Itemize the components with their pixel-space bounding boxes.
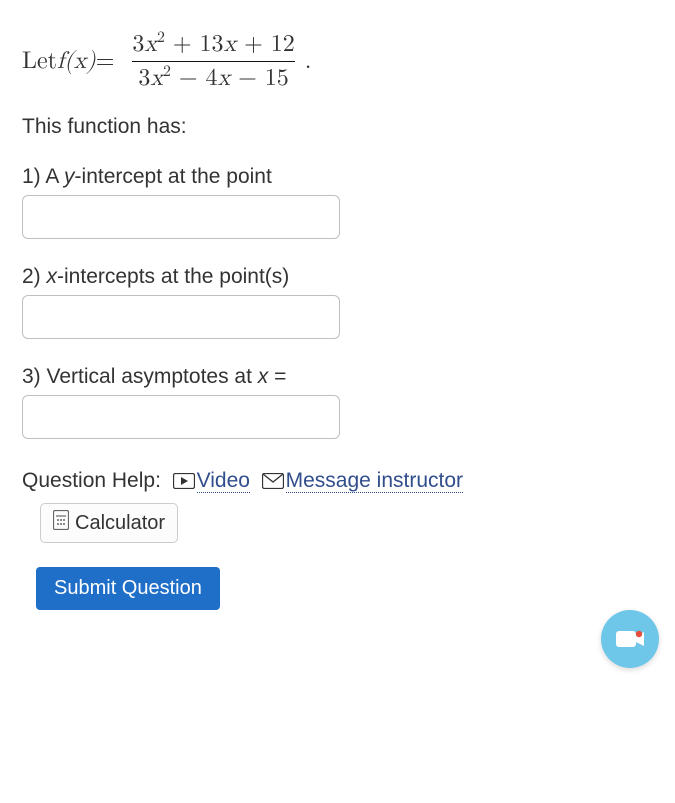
help-label: Question Help: bbox=[22, 469, 161, 492]
q2-prompt: 2) x-intercepts at the point(s) bbox=[22, 265, 653, 289]
function-definition: Let f(x) = 3x2 + 13x + 12 3x2 − 4x − 15 … bbox=[22, 30, 653, 93]
calculator-icon bbox=[53, 510, 69, 536]
calculator-button[interactable]: Calculator bbox=[40, 503, 178, 543]
numerator: 3x2 + 13x + 12 bbox=[126, 30, 300, 61]
camera-icon bbox=[615, 628, 645, 650]
floating-video-button[interactable] bbox=[601, 610, 659, 668]
intro-text: This function has: bbox=[22, 115, 653, 139]
q3-input[interactable] bbox=[22, 395, 340, 439]
fx-label: f(x) bbox=[57, 47, 96, 76]
let-label: Let bbox=[22, 47, 57, 76]
q3-prompt: 3) Vertical asymptotes at x = bbox=[22, 365, 653, 389]
message-icon bbox=[262, 471, 284, 495]
video-link[interactable]: Video bbox=[197, 469, 250, 493]
denominator: 3x2 − 4x − 15 bbox=[132, 61, 294, 93]
q1-input[interactable] bbox=[22, 195, 340, 239]
period: . bbox=[305, 47, 312, 76]
q2-input[interactable] bbox=[22, 295, 340, 339]
q1-prompt: 1) A y-intercept at the point bbox=[22, 165, 653, 189]
calculator-label: Calculator bbox=[75, 512, 165, 535]
question-help-row: Question Help: Video Message instructor bbox=[22, 469, 653, 495]
video-icon bbox=[173, 471, 195, 495]
fraction: 3x2 + 13x + 12 3x2 − 4x − 15 bbox=[126, 30, 300, 93]
message-instructor-link[interactable]: Message instructor bbox=[286, 469, 463, 493]
submit-button[interactable]: Submit Question bbox=[36, 567, 220, 610]
equals: = bbox=[96, 47, 115, 76]
